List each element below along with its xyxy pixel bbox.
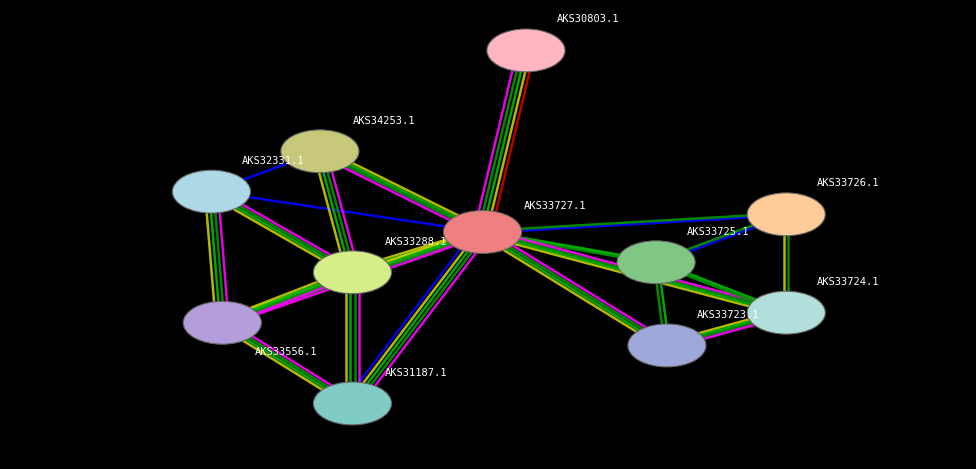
Ellipse shape xyxy=(443,211,521,253)
Text: AKS30803.1: AKS30803.1 xyxy=(556,14,619,24)
Text: AKS31187.1: AKS31187.1 xyxy=(385,368,447,378)
Ellipse shape xyxy=(183,301,262,344)
Ellipse shape xyxy=(281,130,359,173)
Ellipse shape xyxy=(617,241,695,284)
Text: AKS33725.1: AKS33725.1 xyxy=(686,227,749,237)
Text: AKS33726.1: AKS33726.1 xyxy=(817,178,879,188)
Ellipse shape xyxy=(313,251,391,294)
Text: AKS33727.1: AKS33727.1 xyxy=(524,201,587,211)
Ellipse shape xyxy=(748,291,826,334)
Ellipse shape xyxy=(628,324,706,367)
Text: AKS33724.1: AKS33724.1 xyxy=(817,278,879,287)
Text: AKS34253.1: AKS34253.1 xyxy=(352,116,415,126)
Text: AKS33723.1: AKS33723.1 xyxy=(697,310,759,320)
Ellipse shape xyxy=(487,29,565,72)
Text: AKS32331.1: AKS32331.1 xyxy=(242,157,305,166)
Ellipse shape xyxy=(313,382,391,425)
Text: AKS33556.1: AKS33556.1 xyxy=(255,347,317,357)
Ellipse shape xyxy=(748,193,826,236)
Text: AKS33288.1: AKS33288.1 xyxy=(385,237,447,247)
Ellipse shape xyxy=(173,170,251,213)
